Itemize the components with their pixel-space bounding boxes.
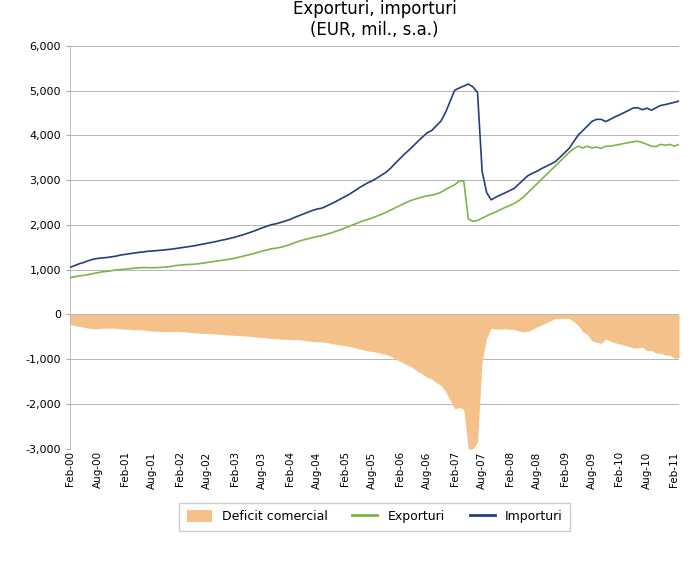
Exporturi	[638, 139, 647, 146]
Importuri	[464, 81, 473, 87]
Title: Exporturi, importuri
(EUR, mil., s.a.): Exporturi, importuri (EUR, mil., s.a.)	[293, 0, 456, 39]
Importuri	[199, 241, 207, 248]
Importuri	[66, 264, 74, 271]
Importuri	[643, 105, 651, 112]
Line: Importuri: Importuri	[70, 84, 679, 267]
Exporturi	[634, 138, 642, 145]
Exporturi	[217, 257, 225, 264]
Exporturi	[300, 236, 308, 243]
Exporturi	[199, 260, 207, 267]
Importuri	[98, 255, 106, 262]
Exporturi	[98, 269, 106, 275]
Exporturi	[66, 274, 74, 281]
Exporturi	[675, 141, 683, 148]
Exporturi	[643, 141, 651, 148]
Importuri	[300, 210, 308, 217]
Importuri	[217, 237, 225, 244]
Importuri	[675, 98, 683, 105]
Line: Exporturi: Exporturi	[70, 141, 679, 278]
Legend: Deficit comercial, Exporturi, Importuri: Deficit comercial, Exporturi, Importuri	[179, 503, 570, 531]
Importuri	[638, 106, 647, 113]
